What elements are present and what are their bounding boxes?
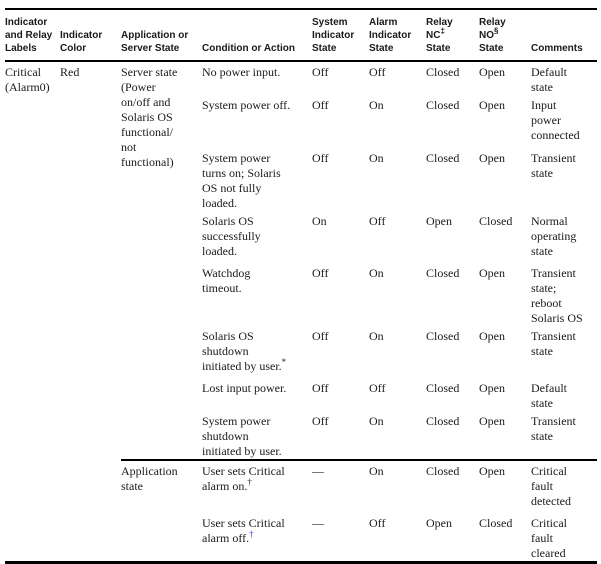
table-row: Solaris OS shutdown initiated by user.* O… [5, 326, 597, 378]
cell-relay-no: Open [479, 381, 505, 395]
cell-relay-no: Closed [479, 516, 513, 530]
table-row: Lost input power. Off Off Closed Open Default… [5, 378, 597, 411]
cell-system-indicator: — [312, 459, 369, 513]
cell-system-indicator: — [312, 516, 324, 530]
table-header-row: Indicator and Relay Labels Indicator Color Ap… [5, 9, 597, 62]
cell-relay-nc: Closed [426, 151, 460, 165]
cell-condition: Solaris OS shutdown initiated by user.* [202, 329, 287, 373]
header-relay-nc-state: Relay NC‡ State [426, 9, 479, 62]
cell-system-indicator: Off [312, 151, 329, 165]
cell-relay-no: Open [479, 459, 531, 513]
cell-server-state: Server state (Power on/off and Solaris O… [121, 65, 178, 169]
cell-comments: Transient state [531, 329, 576, 358]
header-relay-no-state: Relay NO§ State [479, 9, 531, 62]
cell-alarm-indicator: Off [369, 65, 386, 79]
cell-relay-nc: Closed [426, 329, 460, 343]
cell-relay-no: Open [479, 65, 505, 79]
cell-condition: User sets Critical alarm off.† [202, 516, 285, 545]
cell-system-indicator: Off [312, 266, 329, 280]
table-row: System power turns on; Solaris OS not fu… [5, 148, 597, 211]
table-row: Watchdog timeout. Off On Closed Open Transien… [5, 263, 597, 326]
header-row: Indicator and Relay Labels Indicator Color Ap… [5, 9, 597, 62]
header-indicator-color: Indicator Color [60, 9, 121, 62]
cell-relay-no: Open [479, 266, 505, 280]
footnote-marker: † [247, 477, 252, 487]
cell-relay-no: Open [479, 414, 505, 428]
alarm-indicator-relay-table: Indicator and Relay Labels Indicator Color Ap… [5, 8, 597, 564]
cell-system-indicator: Off [312, 414, 329, 428]
table-body: Critical (Alarm0) Red Server state (Power … [5, 61, 597, 563]
cell-relay-nc: Closed [426, 414, 460, 428]
cell-condition: Lost input power. [202, 381, 287, 395]
cell-alarm-indicator: Off [369, 516, 386, 530]
cell-comments: Transient state; reboot Solaris OS [531, 266, 583, 325]
cell-alarm-indicator: On [369, 266, 384, 280]
cell-alarm-indicator: Off [369, 381, 386, 395]
header-system-indicator-state: System Indicator State [312, 9, 369, 62]
cell-system-indicator: On [312, 214, 327, 228]
table-row: User sets Critical alarm off.† — Off Open Cl… [5, 513, 597, 563]
cell-comments: Default state [531, 65, 567, 94]
cell-system-indicator: Off [312, 329, 329, 343]
cell-comments: Default state [531, 381, 567, 410]
cell-condition: Watchdog timeout. [202, 266, 251, 295]
cell-comments: Critical fault detected [531, 459, 597, 513]
cell-alarm-indicator: On [369, 151, 384, 165]
cell-condition: No power input. [202, 65, 281, 79]
header-footnote-marker: ‡ [440, 26, 445, 36]
footnote-dagger-link[interactable]: † [249, 529, 254, 539]
header-comments: Comments [531, 9, 597, 62]
table-row: System power shutdown initiated by user.… [5, 411, 597, 460]
cell-alarm-indicator: Off [369, 214, 386, 228]
cell-indicator-label: Critical (Alarm0) [5, 65, 50, 94]
cell-comments: Input power connected [531, 98, 580, 142]
cell-system-indicator: Off [312, 98, 329, 112]
cell-relay-nc: Closed [426, 459, 479, 513]
cell-condition: System power turns on; Solaris OS not fu… [202, 151, 281, 210]
cell-relay-nc: Closed [426, 65, 460, 79]
cell-relay-no: Closed [479, 214, 513, 228]
cell-comments: Transient state [531, 151, 576, 180]
cell-alarm-indicator: On [369, 98, 384, 112]
cell-indicator-color: Red [60, 65, 80, 79]
cell-comments: Normal operating state [531, 214, 577, 258]
cell-comments: Critical fault cleared [531, 516, 567, 560]
header-condition-or-action: Condition or Action [202, 9, 312, 62]
cell-relay-nc: Closed [426, 266, 460, 280]
header-footnote-marker: § [494, 26, 499, 36]
header-application-or-server-state: Application or Server State [121, 9, 202, 62]
cell-relay-nc: Open [426, 516, 452, 530]
cell-relay-nc: Closed [426, 381, 460, 395]
cell-system-indicator: Off [312, 65, 329, 79]
cell-application-state: Application state [121, 459, 202, 563]
cell-condition: User sets Critical alarm on.† [202, 459, 312, 513]
cell-relay-no: Open [479, 151, 505, 165]
footnote-marker: * [281, 357, 287, 367]
cell-relay-no: Open [479, 98, 505, 112]
cell-alarm-indicator: On [369, 329, 384, 343]
cell-relay-no: Open [479, 329, 505, 343]
cell-alarm-indicator: On [369, 459, 426, 513]
cell-comments: Transient state [531, 414, 576, 443]
table-row: System power off. Off On Closed Open Input po… [5, 95, 597, 148]
header-alarm-indicator-state: Alarm Indicator State [369, 9, 426, 62]
table-row: Solaris OS successfully loaded. On Off Open… [5, 211, 597, 263]
cell-system-indicator: Off [312, 381, 329, 395]
cell-condition: System power off. [202, 98, 291, 112]
cell-condition: System power shutdown initiated by user. [202, 414, 282, 458]
header-indicator-and-relay-labels: Indicator and Relay Labels [5, 9, 60, 62]
cell-relay-nc: Open [426, 214, 452, 228]
table-row: Application state User sets Critical alar… [5, 459, 597, 563]
table-row: Critical (Alarm0) Red Server state (Power … [5, 61, 597, 169]
cell-condition: Solaris OS successfully loaded. [202, 214, 261, 258]
cell-relay-nc: Closed [426, 98, 460, 112]
cell-alarm-indicator: On [369, 414, 384, 428]
